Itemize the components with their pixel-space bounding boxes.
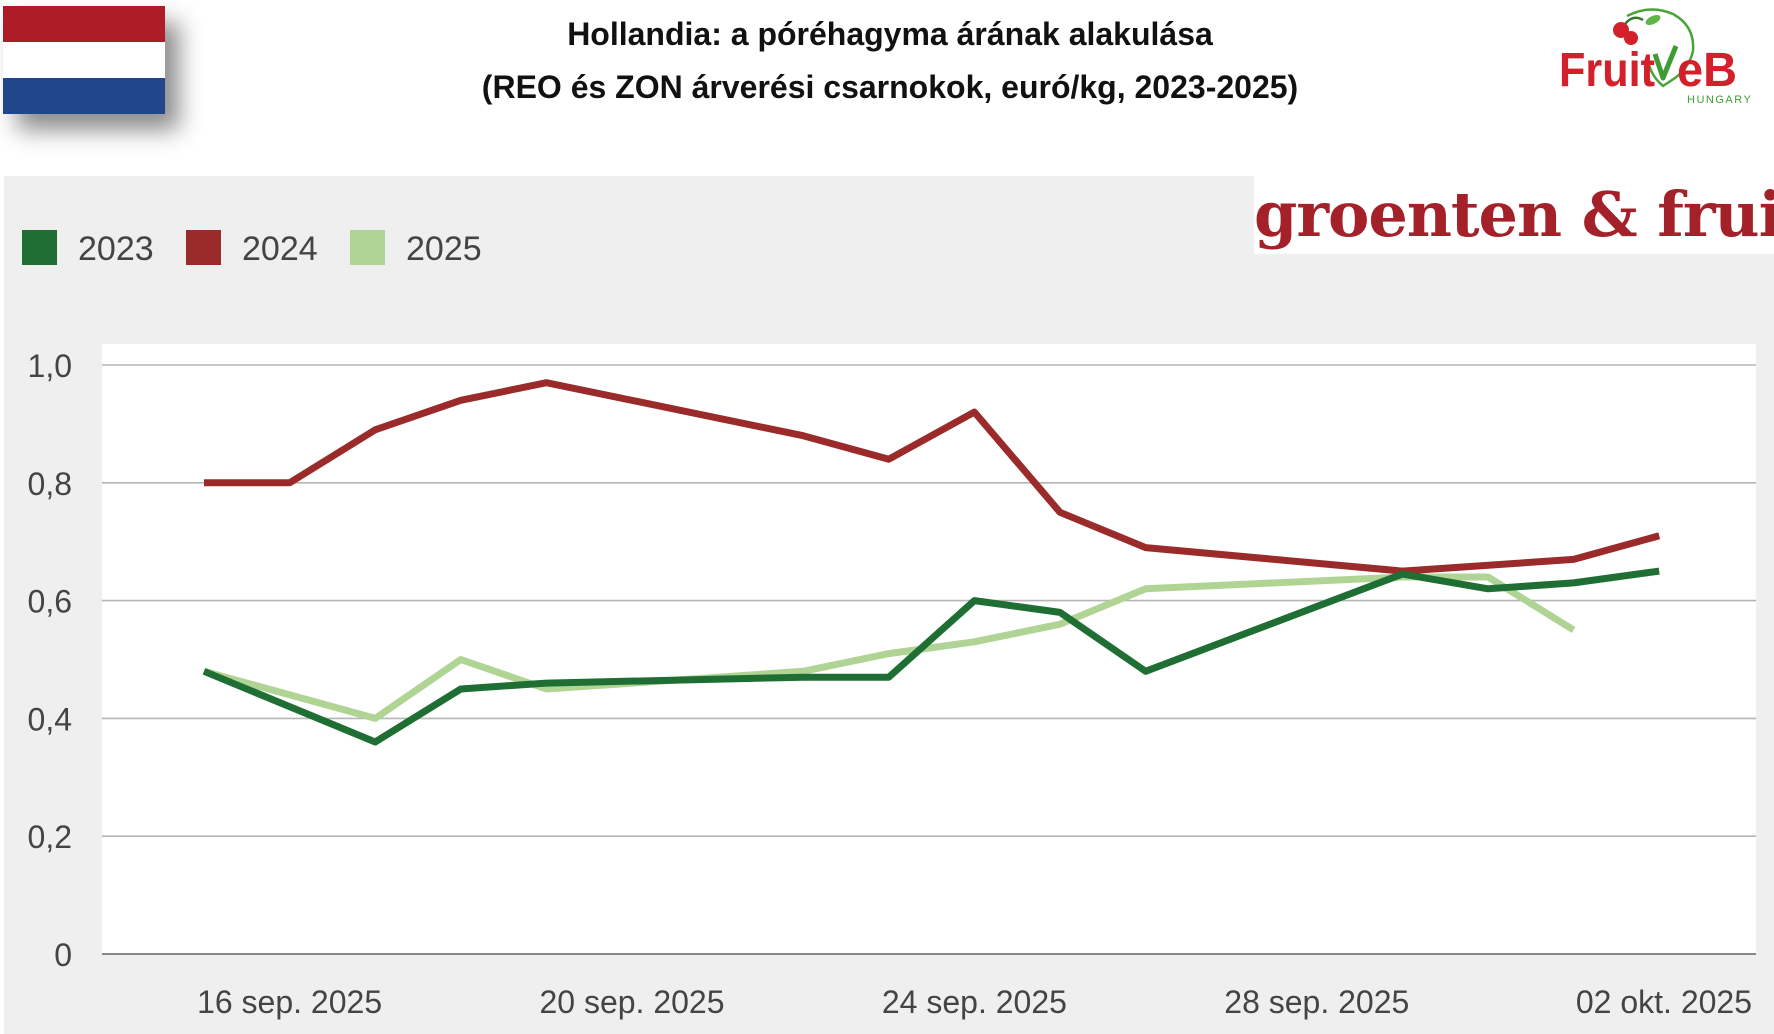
groenten-fruit-logo: groenten & fruit	[1254, 176, 1774, 254]
fruitveb-logo: Fruit eB HUNGARY	[1559, 8, 1752, 106]
fruitveb-cherry-logo	[1613, 8, 1695, 88]
legend-label-2024: 2024	[242, 230, 318, 268]
legend: 2023 2024 2025	[22, 230, 482, 268]
series-line-2023	[202, 567, 1660, 746]
y-tick-label: 1,0	[28, 348, 72, 384]
series-lines	[202, 379, 1661, 746]
flag-white-stripe	[3, 42, 165, 78]
x-tick-label: 20 sep. 2025	[539, 984, 724, 1020]
legend-swatch-2023	[22, 230, 57, 265]
y-tick-label: 0,2	[28, 819, 72, 855]
netherlands-flag-icon	[3, 6, 165, 114]
y-tick-label: 0,6	[28, 584, 72, 620]
chart-titles: Hollandia: a póréhagyma árának alakulása…	[300, 8, 1480, 114]
flag-blue-stripe	[3, 78, 165, 114]
legend-swatch-2024	[186, 230, 221, 265]
y-tick-label: 0,8	[28, 466, 72, 502]
legend-label-2023: 2023	[78, 230, 154, 268]
x-tick-label: 02 okt. 2025	[1576, 984, 1752, 1020]
x-tick-label: 24 sep. 2025	[882, 984, 1067, 1020]
x-tick-label: 16 sep. 2025	[197, 984, 382, 1020]
x-tick-label: 28 sep. 2025	[1224, 984, 1409, 1020]
fruitveb-word-right: eB	[1677, 44, 1737, 97]
legend-label-2025: 2025	[406, 230, 482, 268]
y-tick-label: 0	[54, 937, 72, 973]
chart-title: Hollandia: a póréhagyma árának alakulása	[567, 16, 1213, 52]
legend-swatch-2025	[350, 230, 385, 265]
flag-red-stripe	[3, 6, 165, 42]
chart-subtitle: (REO és ZON árverési csarnokok, euró/kg,…	[481, 69, 1299, 105]
fruitveb-tagline: HUNGARY	[1687, 94, 1752, 106]
y-tick-label: 0,4	[28, 701, 72, 737]
fruitveb-word-left: Fruit	[1559, 44, 1655, 97]
y-axis-ticks: 0 0,2 0,4 0,6 0,8 1,0	[28, 348, 72, 973]
x-axis-ticks: 16 sep. 2025 20 sep. 2025 24 sep. 2025 28 s…	[197, 984, 1752, 1020]
